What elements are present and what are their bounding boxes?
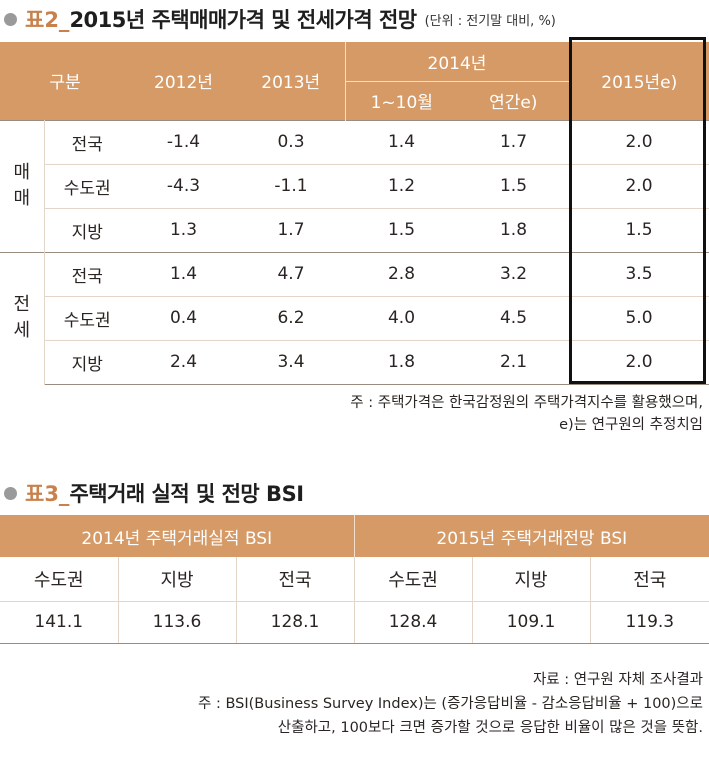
table3-note-line1: 주 : BSI(Business Survey Index)는 (증가응답비율 … bbox=[198, 696, 703, 712]
bsi-value: 119.3 bbox=[589, 601, 709, 644]
value-2014-annual: 2.1 bbox=[458, 339, 569, 385]
table-row: 141.1 113.6 128.1 128.4 109.1 119.3 bbox=[0, 601, 709, 644]
value-2013: 6.2 bbox=[237, 295, 345, 340]
region-cell: 지방 bbox=[44, 339, 130, 385]
value-2014-jan-oct: 1.5 bbox=[345, 207, 458, 252]
column-header: 전국 bbox=[235, 557, 355, 602]
bsi-value: 128.1 bbox=[235, 601, 355, 644]
value-2013: 4.7 bbox=[237, 251, 345, 296]
region-cell: 지방 bbox=[44, 207, 130, 252]
value-2014-annual: 1.8 bbox=[458, 207, 569, 252]
column-header: 수도권 bbox=[0, 557, 118, 602]
region-cell: 수도권 bbox=[44, 295, 130, 340]
table-row: 전 세 전국 1.4 4.7 2.8 3.2 3.5 bbox=[0, 251, 709, 384]
column-header: 지방 bbox=[117, 557, 236, 602]
header-category: 구분 bbox=[0, 42, 130, 120]
group-lease-label: 전 세 bbox=[0, 251, 45, 384]
header-2015: 2015년e) bbox=[568, 42, 709, 120]
table2-note-line2: e)는 연구원의 추정치임 bbox=[559, 417, 703, 433]
value-2014-annual: 1.5 bbox=[458, 163, 569, 208]
table3-title: 표3_ 주택거래 실적 및 전망 BSI bbox=[4, 478, 304, 508]
header-2015-bsi: 2015년 주택거래전망 BSI bbox=[353, 515, 709, 557]
region-cell: 수도권 bbox=[44, 163, 130, 208]
bsi-table: 2014년 주택거래실적 BSI 2015년 주택거래전망 BSI 수도권 지방… bbox=[0, 515, 709, 644]
group-label-line: 전 bbox=[13, 294, 31, 316]
table-row: 매 매 전국 -1.4 0.3 1.4 1.7 2.0 bbox=[0, 119, 709, 252]
value-2015: 5.0 bbox=[569, 295, 709, 340]
value-2012: -4.3 bbox=[130, 163, 237, 208]
region-cell: 전국 bbox=[44, 251, 130, 296]
group-sale-label: 매 매 bbox=[0, 119, 45, 252]
table3-source: 자료 : 연구원 자체 조사결과 bbox=[532, 672, 703, 688]
region-cell: 전국 bbox=[44, 119, 130, 164]
value-2014-jan-oct: 2.8 bbox=[345, 251, 458, 296]
table3-notes: 자료 : 연구원 자체 조사결과 주 : BSI(Business Survey… bbox=[198, 668, 703, 740]
header-2012: 2012년 bbox=[130, 42, 237, 120]
value-2014-annual: 4.5 bbox=[458, 295, 569, 340]
value-2013: 3.4 bbox=[237, 339, 345, 385]
column-header: 수도권 bbox=[353, 557, 473, 602]
value-2013: -1.1 bbox=[237, 163, 345, 208]
value-2013: 0.3 bbox=[237, 119, 345, 164]
bsi-value: 128.4 bbox=[353, 601, 473, 644]
value-2014-jan-oct: 1.4 bbox=[345, 119, 458, 164]
table2-unit: (단위 : 전기말 대비, %) bbox=[424, 13, 556, 29]
bullet-icon bbox=[4, 12, 17, 26]
column-header: 전국 bbox=[589, 557, 709, 602]
table2-prefix: 표2_ bbox=[25, 8, 70, 32]
bsi-value: 109.1 bbox=[471, 601, 591, 644]
table2-heading: 2015년 주택매매가격 및 전세가격 전망 bbox=[69, 8, 417, 32]
header-2014-jan-oct: 1~10월 bbox=[344, 80, 458, 120]
value-2015: 2.0 bbox=[569, 163, 709, 208]
value-2012: -1.4 bbox=[130, 119, 237, 164]
column-header: 지방 bbox=[471, 557, 591, 602]
table3-prefix: 표3_ bbox=[25, 482, 70, 506]
table2-note: 주 : 주택가격은 한국감정원의 주택가격지수를 활용했으며, e)는 연구원의… bbox=[350, 392, 703, 436]
table-row: 수도권 지방 전국 수도권 지방 전국 bbox=[0, 557, 709, 602]
value-2014-jan-oct: 4.0 bbox=[345, 295, 458, 340]
value-2015: 2.0 bbox=[569, 119, 709, 164]
group-label-line: 매 bbox=[13, 162, 31, 183]
bsi-value: 113.6 bbox=[117, 601, 236, 644]
table-row: 지방 1.3 1.7 1.5 1.8 1.5 bbox=[0, 207, 709, 252]
value-2012: 1.3 bbox=[130, 207, 237, 252]
value-2014-annual: 3.2 bbox=[458, 251, 569, 296]
table-row: 지방 2.4 3.4 1.8 2.1 2.0 bbox=[0, 339, 709, 385]
value-2013: 1.7 bbox=[237, 207, 345, 252]
value-2015: 3.5 bbox=[569, 251, 709, 296]
header-2014-bsi: 2014년 주택거래실적 BSI bbox=[0, 515, 355, 557]
value-2012: 0.4 bbox=[130, 295, 237, 340]
value-2012: 1.4 bbox=[130, 251, 237, 296]
value-2014-jan-oct: 1.8 bbox=[345, 339, 458, 385]
header-2014-annual: 연간e) bbox=[458, 80, 569, 120]
bullet-icon bbox=[4, 486, 17, 500]
table-row: 수도권 0.4 6.2 4.0 4.5 5.0 bbox=[0, 295, 709, 340]
table2-note-line1: 주 : 주택가격은 한국감정원의 주택가격지수를 활용했으며, bbox=[350, 395, 703, 411]
table2-title: 표2_ 2015년 주택매매가격 및 전세가격 전망 (단위 : 전기말 대비,… bbox=[4, 4, 556, 34]
header-2013: 2013년 bbox=[237, 42, 345, 120]
value-2015: 1.5 bbox=[569, 207, 709, 252]
header-2014: 2014년 bbox=[344, 42, 569, 81]
value-2012: 2.4 bbox=[130, 339, 237, 385]
value-2014-jan-oct: 1.2 bbox=[345, 163, 458, 208]
value-2015: 2.0 bbox=[569, 339, 709, 385]
table3-heading: 주택거래 실적 및 전망 BSI bbox=[69, 482, 304, 506]
housing-price-table: 구분 2012년 2013년 2014년 2015년e) 1~10월 연간e) … bbox=[0, 42, 709, 385]
table-row: 수도권 -4.3 -1.1 1.2 1.5 2.0 bbox=[0, 163, 709, 208]
group-label-line: 세 bbox=[13, 320, 31, 342]
bsi-value: 141.1 bbox=[0, 601, 118, 644]
group-label-line: 매 bbox=[13, 188, 31, 209]
table3-note-line2: 산출하고, 100보다 크면 증가할 것으로 응답한 비율이 많은 것을 뜻함. bbox=[277, 720, 703, 736]
value-2014-annual: 1.7 bbox=[458, 119, 569, 164]
